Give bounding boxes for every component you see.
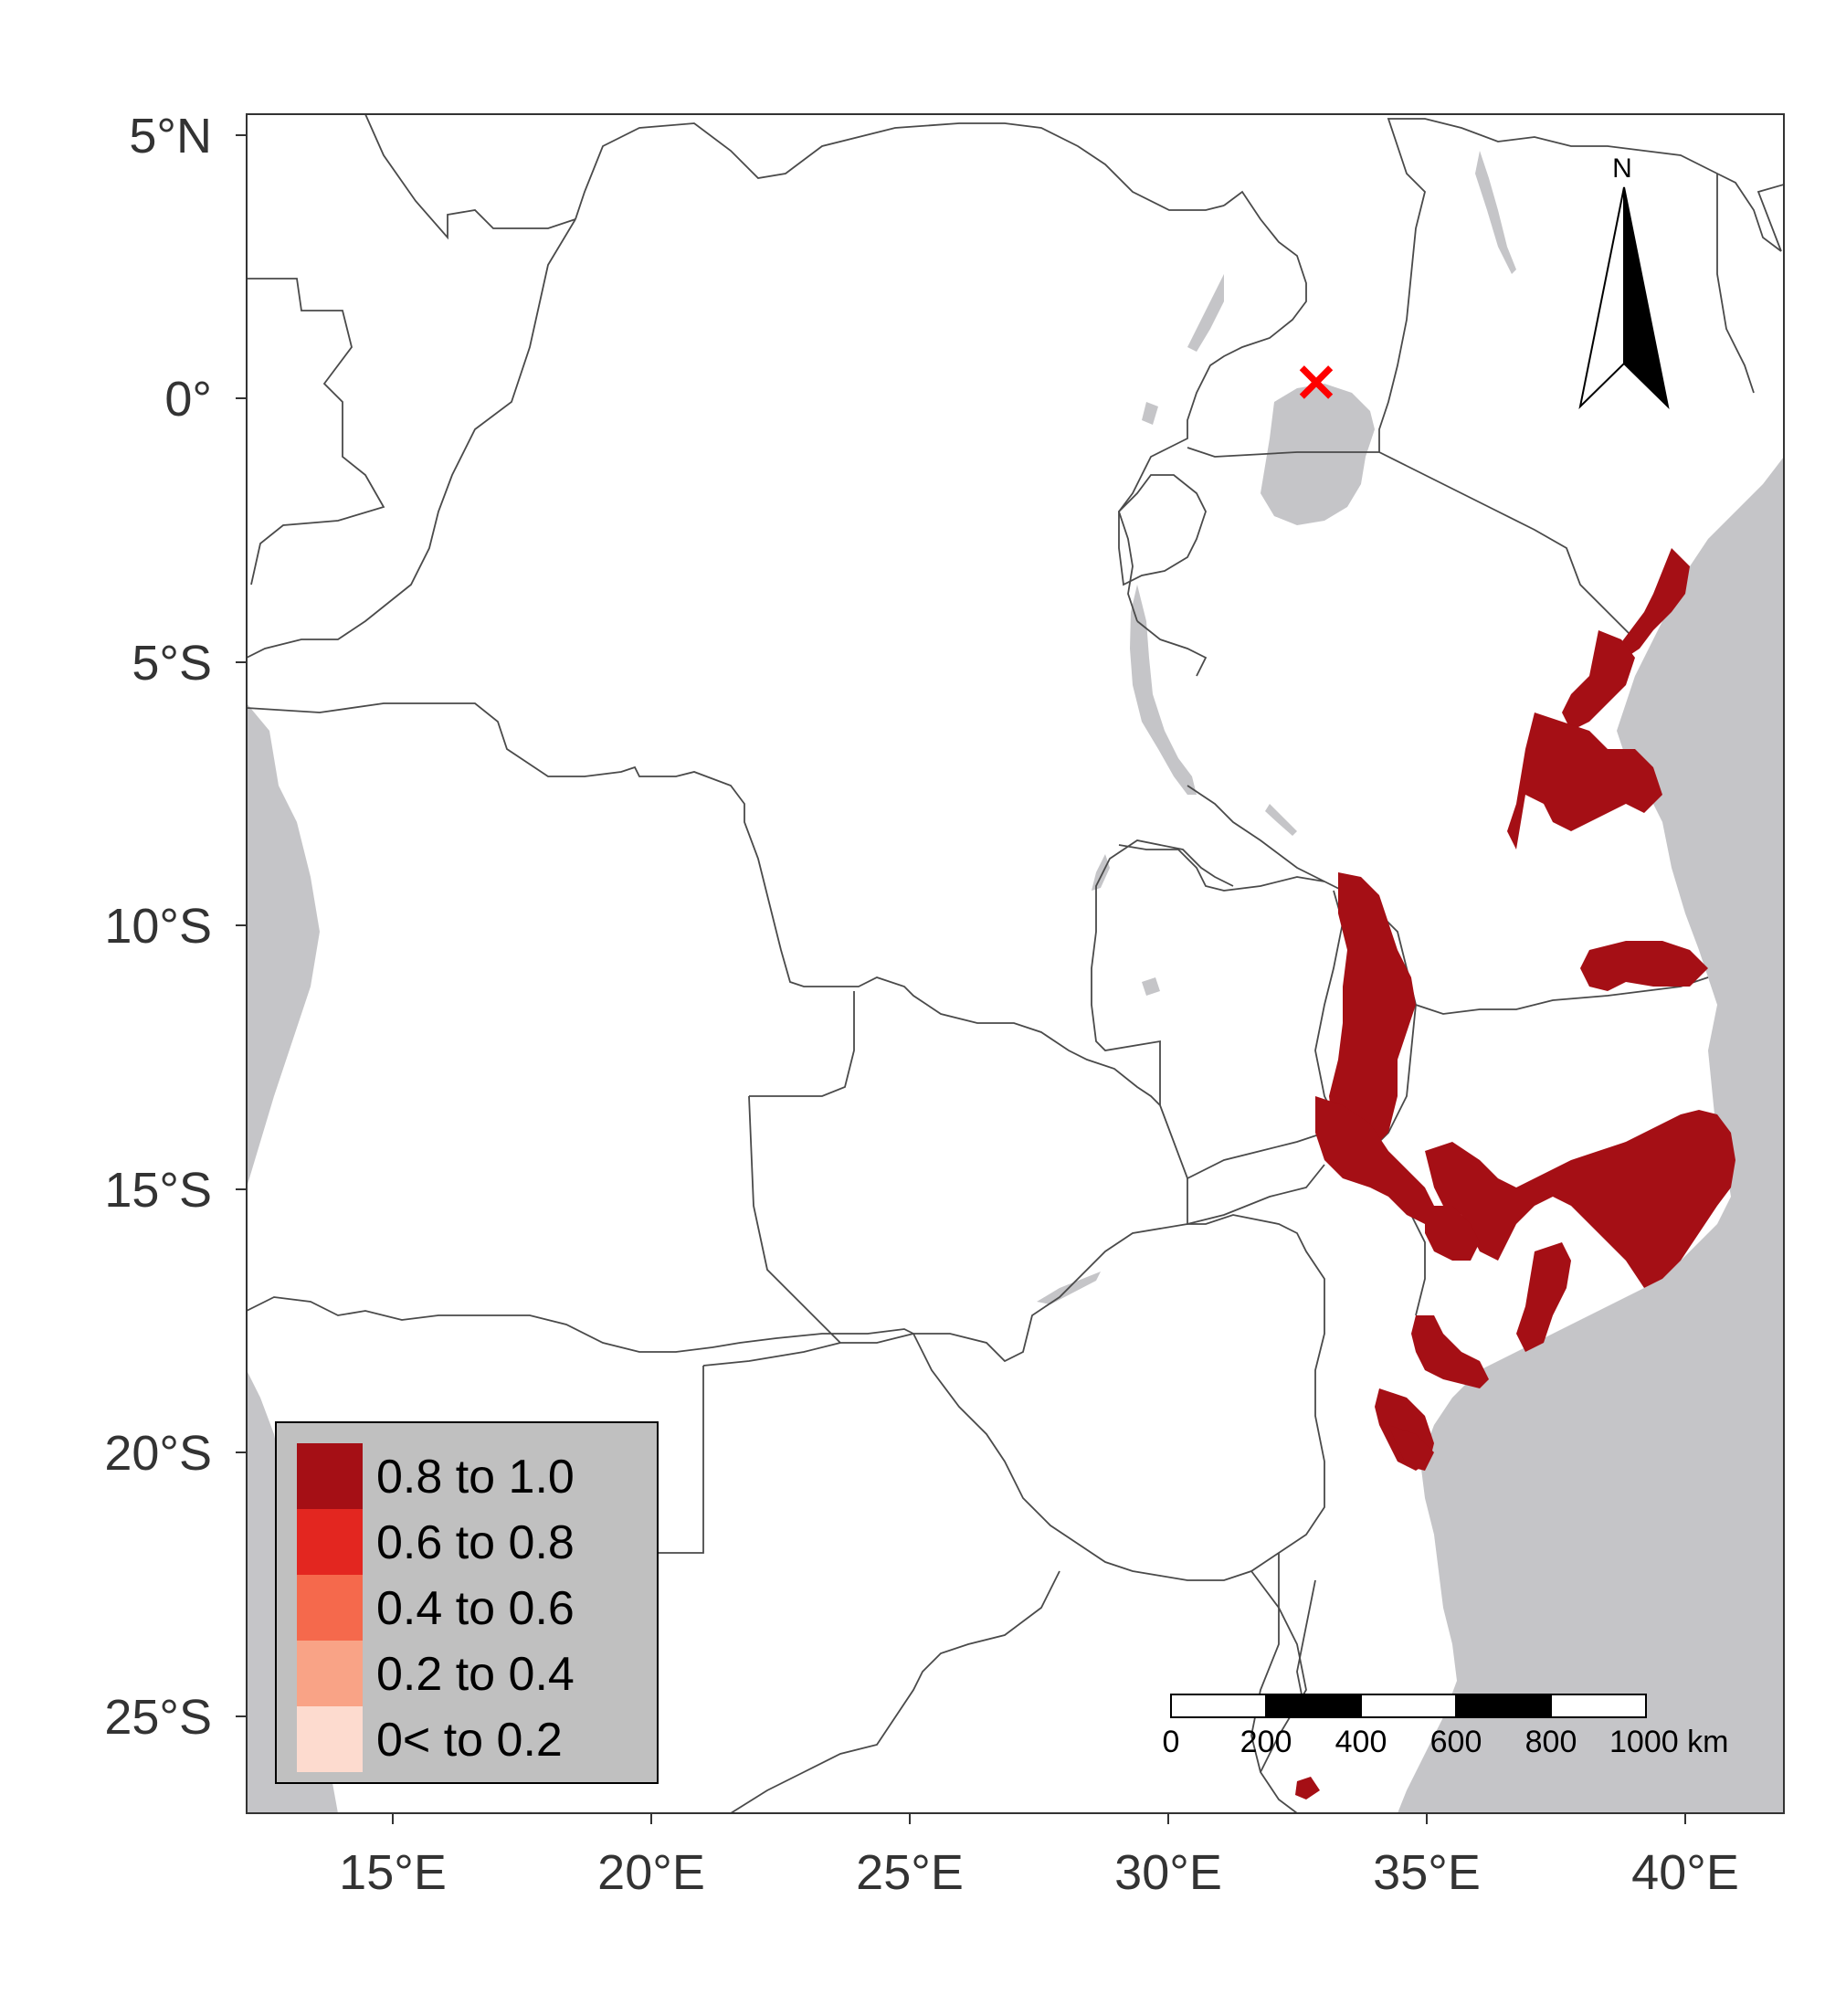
suitability-patch-zambezia bbox=[1516, 1242, 1571, 1352]
suitability-patch-malawi-central bbox=[1315, 1096, 1434, 1224]
indian-ocean bbox=[1398, 457, 1784, 1813]
y-tick-label: 5°S bbox=[132, 636, 212, 691]
legend: 0.8 to 1.0 0.6 to 0.8 0.4 to 0.6 0.2 to … bbox=[275, 1421, 659, 1784]
scale-label: 600 bbox=[1430, 1725, 1482, 1759]
y-tick-label: 5°N bbox=[129, 109, 212, 164]
x-tick-label: 40°E bbox=[1631, 1845, 1739, 1900]
legend-label: 0.6 to 0.8 bbox=[376, 1516, 575, 1569]
suitability-patch-mtwara bbox=[1580, 941, 1708, 991]
legend-label: 0.8 to 1.0 bbox=[376, 1451, 575, 1504]
suitability-patch-malawi-north bbox=[1329, 872, 1416, 1151]
scale-bar: 0 200 400 600 800 1000 km bbox=[1163, 1694, 1728, 1759]
lake-mweru bbox=[1092, 854, 1110, 891]
y-tick-label: 25°S bbox=[104, 1690, 212, 1745]
y-axis: 5°N 0° 5°S 10°S 15°S 20°S 25°S bbox=[104, 109, 247, 1745]
legend-swatch bbox=[297, 1443, 363, 1509]
scale-segment bbox=[1550, 1694, 1647, 1718]
scale-segment bbox=[1265, 1694, 1362, 1718]
x-tick-label: 25°E bbox=[856, 1845, 964, 1900]
legend-swatch bbox=[297, 1641, 363, 1706]
scale-label: 400 bbox=[1335, 1725, 1387, 1759]
suitability-patch-sofala bbox=[1388, 1425, 1434, 1471]
north-arrow-right-half bbox=[1623, 186, 1670, 409]
scale-label: 200 bbox=[1240, 1725, 1292, 1759]
suitability-patch-nampula bbox=[1425, 1110, 1735, 1288]
legend-swatch bbox=[297, 1575, 363, 1641]
lake-tanganyika bbox=[1130, 585, 1197, 795]
lake-albert bbox=[1187, 274, 1224, 352]
x-tick-label: 30°E bbox=[1114, 1845, 1222, 1900]
legend-swatch bbox=[297, 1706, 363, 1772]
legend-label: 0< to 0.2 bbox=[376, 1714, 563, 1767]
location-marker: × bbox=[1292, 347, 1340, 414]
x-tick-label: 35°E bbox=[1373, 1845, 1481, 1900]
scale-label: 1000 km bbox=[1609, 1725, 1728, 1759]
x-axis: 15°E 20°E 25°E 30°E 35°E 40°E bbox=[339, 1813, 1739, 1900]
suitability-patch-morogoro bbox=[1507, 712, 1662, 850]
lake-edward bbox=[1142, 402, 1158, 425]
suitability-areas bbox=[1295, 548, 1735, 1800]
scale-label: 0 bbox=[1163, 1725, 1180, 1759]
lake-victoria bbox=[1261, 384, 1375, 525]
legend-label: 0.4 to 0.6 bbox=[376, 1582, 575, 1635]
y-tick-label: 0° bbox=[164, 372, 212, 427]
north-arrow: N bbox=[1578, 153, 1670, 409]
scale-segment bbox=[1360, 1694, 1457, 1718]
legend-swatch bbox=[297, 1509, 363, 1575]
suitability-patch-north-coast bbox=[1617, 548, 1690, 658]
x-tick-label: 20°E bbox=[597, 1845, 705, 1900]
lake-rukwa bbox=[1265, 804, 1297, 836]
lake-bangweulu bbox=[1142, 977, 1160, 996]
x-tick-label: 15°E bbox=[339, 1845, 447, 1900]
north-label: N bbox=[1612, 153, 1632, 184]
panel-border bbox=[246, 113, 1785, 1814]
suitability-patch-tanga bbox=[1562, 630, 1635, 731]
y-tick-label: 10°S bbox=[104, 899, 212, 954]
y-tick-label: 20°S bbox=[104, 1426, 212, 1481]
legend-label: 0.2 to 0.4 bbox=[376, 1648, 575, 1701]
scale-segment bbox=[1170, 1694, 1267, 1718]
scale-segment bbox=[1455, 1694, 1552, 1718]
suitability-patch-blantyre bbox=[1425, 1206, 1480, 1261]
scale-label: 800 bbox=[1525, 1725, 1577, 1759]
lake-turkana bbox=[1475, 151, 1516, 274]
suitability-patch-maputo bbox=[1295, 1777, 1320, 1800]
atlantic-ocean bbox=[247, 703, 320, 1187]
y-tick-label: 15°S bbox=[104, 1163, 212, 1218]
suitability-patch-tete bbox=[1411, 1315, 1489, 1388]
